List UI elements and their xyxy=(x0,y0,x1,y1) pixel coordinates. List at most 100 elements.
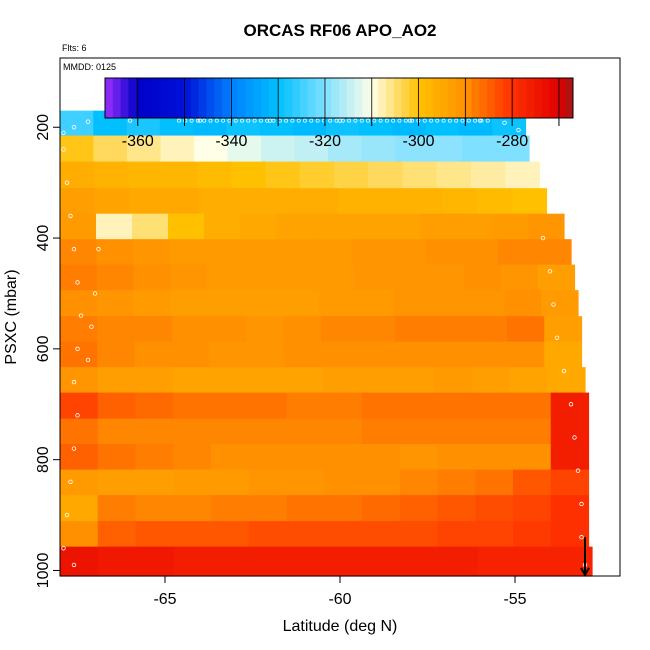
heatmap-cell xyxy=(507,316,545,343)
colorbar-segment xyxy=(229,78,239,118)
heatmap-cell xyxy=(268,188,304,215)
heatmap-cell xyxy=(320,341,359,368)
heatmap-cell xyxy=(94,188,131,215)
heatmap-cell xyxy=(211,418,250,445)
track-point xyxy=(71,379,77,385)
heatmap-cell xyxy=(286,392,325,420)
heatmap-cell xyxy=(360,367,399,394)
heatmap-cell xyxy=(507,341,545,368)
heatmap-cell xyxy=(60,290,98,317)
track-point xyxy=(71,125,77,130)
heatmap-cell xyxy=(285,367,324,394)
heatmap-cell xyxy=(495,135,530,163)
heatmap-cell xyxy=(397,367,436,394)
heatmap-cell xyxy=(276,213,313,240)
heatmap-cell xyxy=(135,392,174,420)
heatmap-cell xyxy=(395,316,434,343)
heatmap-cell xyxy=(513,469,552,496)
heatmap-cell xyxy=(136,546,175,577)
heatmap-cell xyxy=(97,290,135,317)
heatmap-cell xyxy=(475,418,514,445)
colorbar-segment xyxy=(315,78,324,118)
colorbar-segment xyxy=(112,78,122,118)
heatmap-cell xyxy=(442,188,478,215)
track-point xyxy=(85,357,91,363)
flight-track xyxy=(61,118,588,568)
heatmap-cell xyxy=(326,546,365,577)
track-point xyxy=(85,119,91,124)
heatmap-cell xyxy=(322,367,361,394)
heatmap-cell xyxy=(324,469,363,496)
heatmap-cell xyxy=(399,444,439,471)
heatmap-cell xyxy=(395,341,434,368)
track-point xyxy=(561,368,567,374)
heatmap-cell xyxy=(97,392,137,420)
heatmap-cell xyxy=(428,135,463,163)
track-point xyxy=(89,324,94,329)
heatmap-cell xyxy=(362,469,401,496)
heatmap-cells xyxy=(60,110,593,577)
colorbar: -360 -340 -320 -300 -280 xyxy=(104,77,574,150)
heatmap-cell xyxy=(505,161,541,189)
heatmap-cell xyxy=(427,264,465,291)
heatmap-cell xyxy=(170,264,208,291)
heatmap-cell xyxy=(324,444,363,471)
heatmap-cell xyxy=(393,290,431,317)
colorbar-segment xyxy=(120,78,129,118)
heatmap-cell xyxy=(127,135,162,163)
heatmap-cell xyxy=(352,239,390,266)
y-axis: 200 400 600 800 1000 xyxy=(35,114,60,588)
heatmap-cell xyxy=(537,264,576,291)
heatmap-cell xyxy=(174,546,213,577)
heatmap-cell xyxy=(541,290,579,317)
colorbar-segment xyxy=(557,78,566,118)
track-point xyxy=(296,118,301,123)
heatmap-cell xyxy=(60,316,98,343)
heatmap-cell xyxy=(279,239,317,266)
heatmap-cell xyxy=(169,239,207,266)
heatmap-cell xyxy=(242,239,280,266)
heatmap-cell xyxy=(303,188,339,215)
x-tick-label: -65 xyxy=(153,591,176,608)
heatmap-cell xyxy=(513,444,552,471)
heatmap-cell xyxy=(233,188,270,215)
heatmap-cell xyxy=(467,290,505,317)
heatmap-cell xyxy=(248,495,288,522)
heatmap-cell xyxy=(338,188,374,215)
track-point xyxy=(92,291,98,296)
heatmap-cell xyxy=(407,188,443,215)
x-tick-label: -55 xyxy=(503,591,526,608)
heatmap-cell xyxy=(135,495,174,522)
colorbar-tick-label: -300 xyxy=(403,133,435,150)
heatmap-cell xyxy=(164,188,200,215)
colorbar-segment xyxy=(128,78,137,118)
heatmap-cell xyxy=(60,341,98,368)
colorbar-tick-label: -340 xyxy=(215,133,247,150)
heatmap-cell xyxy=(96,239,134,266)
heatmap-cell xyxy=(283,341,322,368)
heatmap-cell xyxy=(492,213,529,240)
heatmap-cell xyxy=(60,546,99,577)
heatmap-cell xyxy=(437,469,476,496)
track-point xyxy=(328,118,333,123)
heatmap-cell xyxy=(501,264,539,291)
track-point xyxy=(64,180,70,185)
track-point xyxy=(410,118,415,123)
track-point xyxy=(71,446,77,451)
heatmap-cell xyxy=(324,521,363,548)
track-point xyxy=(75,280,80,285)
colorbar-segment xyxy=(518,78,527,118)
heatmap-cell xyxy=(211,392,250,420)
track-point xyxy=(473,118,478,123)
heatmap-cell xyxy=(516,546,555,577)
heatmap-cell xyxy=(282,290,320,317)
heatmap-cell xyxy=(534,239,572,266)
heatmap-cell xyxy=(134,341,173,368)
heatmap-cell xyxy=(60,469,99,496)
heatmap-cell xyxy=(469,316,508,343)
colorbar-segment xyxy=(565,78,574,118)
colorbar-segment xyxy=(549,78,558,118)
heatmap-cell xyxy=(402,161,438,189)
heatmap-cell xyxy=(425,239,463,266)
track-point xyxy=(384,118,389,123)
